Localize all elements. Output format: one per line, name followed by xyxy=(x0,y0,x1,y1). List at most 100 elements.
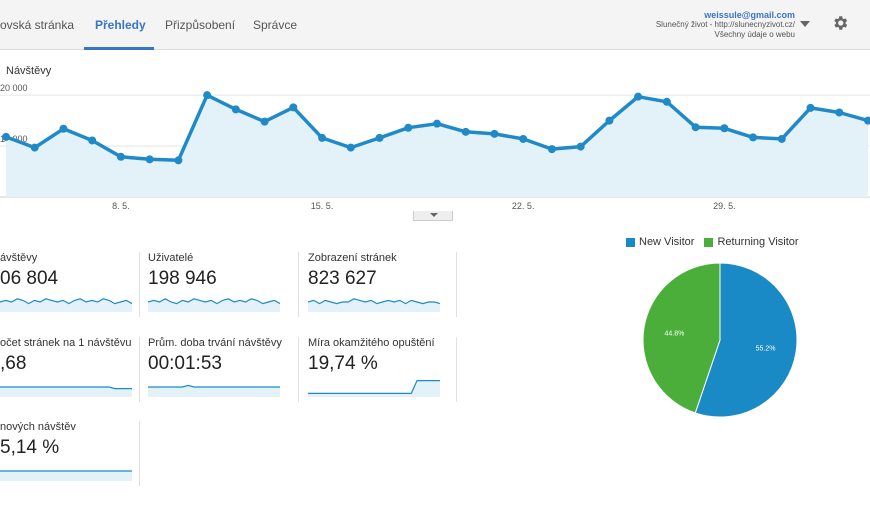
data-point[interactable] xyxy=(289,103,298,112)
pie-legend: New Visitor Returning Visitor xyxy=(626,236,799,248)
metric-sparkline xyxy=(148,384,280,397)
sparkline-fill xyxy=(0,298,132,312)
sparkline-line xyxy=(148,298,280,305)
metric-value: 00:01:53 xyxy=(148,353,222,374)
metric-sparkline xyxy=(0,298,132,312)
sparkline-line xyxy=(308,380,440,394)
data-point[interactable] xyxy=(835,108,844,117)
data-point[interactable] xyxy=(346,143,355,152)
metric-tile[interactable]: Uživatelé 198 946 xyxy=(148,252,298,327)
account-email: weissule@gmail.com xyxy=(704,10,795,20)
metric-divider xyxy=(456,252,457,317)
metric-label: Zobrazení stránek xyxy=(308,252,397,264)
tab-customization[interactable]: Přizpůsobení xyxy=(165,18,236,32)
sparkline-line xyxy=(148,384,280,388)
tab-reports[interactable]: Přehledy xyxy=(95,18,146,32)
metric-label: nových návštěv xyxy=(0,421,76,433)
data-point[interactable] xyxy=(576,142,585,151)
pie-slice[interactable] xyxy=(642,262,721,414)
metric-value: ,68 xyxy=(0,353,27,374)
y-tick-label: 20 000 xyxy=(0,83,28,93)
legend-swatch xyxy=(704,237,714,247)
data-point[interactable] xyxy=(88,136,97,145)
metric-label: ávštěvy xyxy=(0,252,38,264)
top-navigation-bar: ovská stránka Přehledy Přizpůsobení Sprá… xyxy=(0,0,870,50)
metric-divider xyxy=(139,421,140,486)
metric-sparkline xyxy=(0,386,132,397)
sparkline-fill xyxy=(148,298,280,312)
data-point[interactable] xyxy=(260,117,269,126)
sparkline-fill xyxy=(308,298,440,312)
metric-label: Uživatelé xyxy=(148,252,194,264)
metric-tile[interactable]: Zobrazení stránek 823 627 xyxy=(308,252,458,327)
metric-sparkline xyxy=(308,380,440,397)
data-point[interactable] xyxy=(662,97,671,106)
metric-tile[interactable]: nových návštěv 5,14 % xyxy=(0,421,150,496)
data-point[interactable] xyxy=(231,105,240,114)
legend-label: Returning Visitor xyxy=(717,236,799,248)
data-point[interactable] xyxy=(203,91,212,100)
data-point[interactable] xyxy=(404,123,413,132)
area-fill xyxy=(6,95,868,197)
caret-down-icon[interactable] xyxy=(800,21,810,27)
data-point[interactable] xyxy=(318,133,327,142)
sparkline-line xyxy=(308,298,440,305)
chart-title: Návštěvy xyxy=(6,65,52,77)
data-point[interactable] xyxy=(30,143,39,152)
data-point[interactable] xyxy=(145,155,154,164)
pie-slice-label: 55.2% xyxy=(756,346,776,353)
data-point[interactable] xyxy=(2,132,10,141)
legend-swatch xyxy=(626,237,635,247)
metric-value: 06 804 xyxy=(0,268,59,289)
data-point[interactable] xyxy=(691,123,700,132)
data-point[interactable] xyxy=(806,103,815,112)
tab-home[interactable]: ovská stránka xyxy=(0,18,75,32)
chevron-down-icon[interactable] xyxy=(413,211,453,221)
tab-admin[interactable]: Správce xyxy=(253,18,298,32)
metric-label: Míra okamžitého opuštění xyxy=(308,337,435,349)
pie-slice-label: 44.8% xyxy=(664,330,684,337)
data-point[interactable] xyxy=(634,92,643,101)
data-point[interactable] xyxy=(519,134,528,143)
data-point[interactable] xyxy=(461,127,470,136)
data-point[interactable] xyxy=(174,156,183,165)
metric-tile[interactable]: Míra okamžitého opuštění 19,74 % xyxy=(308,337,458,412)
data-point[interactable] xyxy=(720,124,729,133)
metric-label: Prům. doba trvání návštěvy xyxy=(148,337,282,349)
legend-returning-visitor[interactable]: Returning Visitor xyxy=(704,236,799,248)
metric-divider xyxy=(456,337,457,402)
pie-slice[interactable] xyxy=(694,262,798,418)
sparkline-fill xyxy=(308,380,440,397)
metric-tile[interactable]: očet stránek na 1 návštěvu ,68 xyxy=(0,337,150,412)
data-point[interactable] xyxy=(490,129,499,138)
metric-value: 823 627 xyxy=(308,268,377,289)
metric-tile[interactable]: Prům. doba trvání návštěvy 00:01:53 xyxy=(148,337,298,412)
data-point[interactable] xyxy=(749,133,758,142)
sparkline-fill xyxy=(0,471,132,481)
x-tick-label: 8. 5. xyxy=(112,201,130,211)
metric-divider xyxy=(139,337,140,402)
x-tick-label: 29. 5. xyxy=(713,201,736,211)
gear-icon[interactable] xyxy=(831,14,849,32)
data-point[interactable] xyxy=(864,116,870,125)
data-point[interactable] xyxy=(116,152,125,161)
account-view: Všechny údaje o webu xyxy=(714,30,796,39)
visitor-type-pie-chart[interactable]: 55.2% 44.8% xyxy=(640,260,800,420)
data-point[interactable] xyxy=(547,145,556,154)
data-point[interactable] xyxy=(605,116,614,125)
sparkline-line xyxy=(0,298,132,305)
data-point[interactable] xyxy=(433,119,441,128)
metric-sparkline xyxy=(0,470,132,481)
metric-value: 19,74 % xyxy=(308,353,378,374)
sparkline-fill xyxy=(0,387,132,397)
legend-label: New Visitor xyxy=(639,236,695,248)
data-point[interactable] xyxy=(375,133,384,142)
metric-tile[interactable]: ávštěvy 06 804 xyxy=(0,252,150,327)
data-point[interactable] xyxy=(777,134,786,143)
metric-label: očet stránek na 1 návštěvu xyxy=(0,337,132,349)
metric-divider xyxy=(298,252,299,317)
data-point[interactable] xyxy=(59,124,68,133)
account-selector[interactable]: weissule@gmail.com Slunečný život - http… xyxy=(656,10,795,40)
legend-new-visitor[interactable]: New Visitor xyxy=(626,236,694,248)
